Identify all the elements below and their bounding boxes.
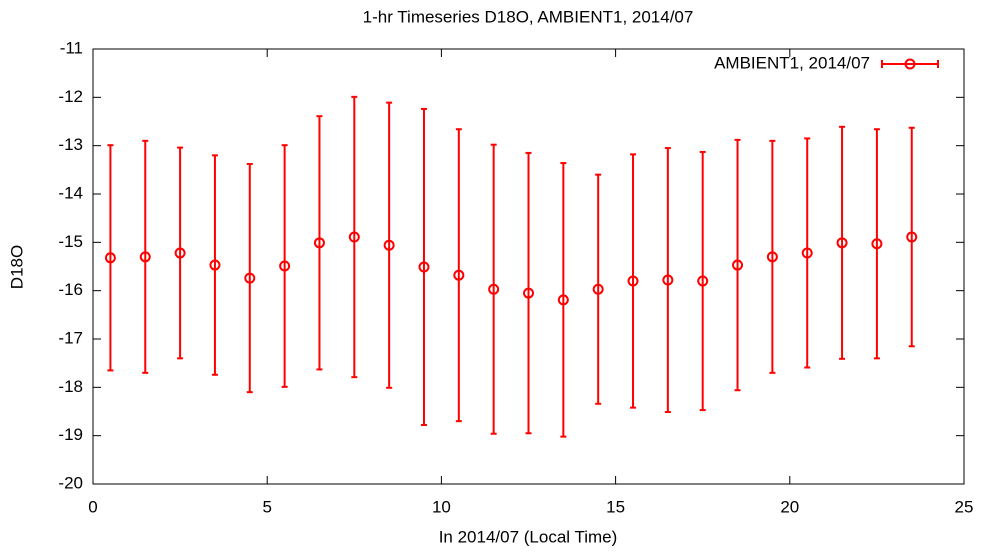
chart-title: 1-hr Timeseries D18O, AMBIENT1, 2014/07 — [363, 7, 694, 26]
point — [592, 283, 604, 295]
point — [732, 259, 744, 271]
point — [244, 272, 256, 284]
point — [313, 237, 325, 249]
y-tick-label: -18 — [58, 377, 83, 396]
point — [104, 252, 116, 264]
point — [697, 275, 709, 287]
point — [906, 231, 918, 243]
point — [453, 269, 465, 281]
point — [209, 259, 221, 271]
error-bar — [664, 147, 671, 413]
y-tick-label: -12 — [58, 87, 83, 106]
error-bar — [525, 151, 532, 435]
x-axis-label: In 2014/07 (Local Time) — [439, 527, 618, 546]
y-tick-label: -19 — [58, 425, 83, 444]
y-tick-label: -13 — [58, 135, 83, 154]
point — [662, 274, 674, 286]
error-bar — [107, 144, 114, 372]
x-tick-label: 15 — [606, 497, 625, 516]
error-bar — [420, 107, 427, 427]
error-bar — [908, 126, 915, 348]
error-bar — [839, 125, 846, 360]
point — [766, 251, 778, 263]
point — [557, 294, 569, 306]
error-bar — [316, 115, 323, 371]
error-bar — [804, 137, 811, 369]
error-bar — [351, 95, 358, 379]
error-bar — [177, 146, 184, 360]
y-tick-label: -11 — [60, 38, 83, 57]
x-tick-label: 10 — [432, 497, 451, 516]
point — [279, 260, 291, 272]
y-axis-label: D18O — [7, 245, 26, 289]
error-bar — [873, 128, 880, 360]
error-bar — [560, 162, 567, 438]
error-bar — [142, 139, 149, 374]
x-tick-label: 5 — [262, 497, 271, 516]
point — [523, 287, 534, 299]
point — [348, 231, 360, 243]
error-bar — [699, 150, 706, 412]
point — [836, 237, 848, 249]
point — [871, 238, 883, 250]
legend-marker — [904, 58, 916, 70]
point — [488, 283, 500, 295]
error-bar — [386, 101, 393, 389]
error-bar — [246, 163, 253, 394]
point — [174, 247, 186, 259]
y-tick-label: -20 — [58, 473, 83, 492]
error-bar — [769, 139, 776, 374]
point — [418, 261, 430, 273]
point — [383, 239, 395, 251]
error-bar — [595, 173, 602, 405]
error-bar — [630, 153, 637, 409]
x-tick-label: 0 — [88, 497, 97, 516]
error-bar — [281, 144, 288, 388]
point — [627, 275, 639, 287]
legend-label: AMBIENT1, 2014/07 — [714, 53, 870, 72]
error-bar — [734, 138, 741, 392]
x-tick-label: 20 — [780, 497, 799, 516]
point — [139, 251, 151, 263]
x-tick-label: 25 — [955, 497, 974, 516]
y-tick-label: -16 — [58, 280, 83, 299]
y-tick-label: -14 — [58, 183, 83, 202]
y-tick-label: -17 — [58, 328, 83, 347]
plot-frame — [92, 48, 965, 485]
error-bar — [490, 143, 497, 435]
error-bar — [211, 154, 218, 376]
error-bar — [455, 128, 462, 423]
point — [801, 247, 813, 259]
y-tick-label: -15 — [58, 232, 83, 251]
